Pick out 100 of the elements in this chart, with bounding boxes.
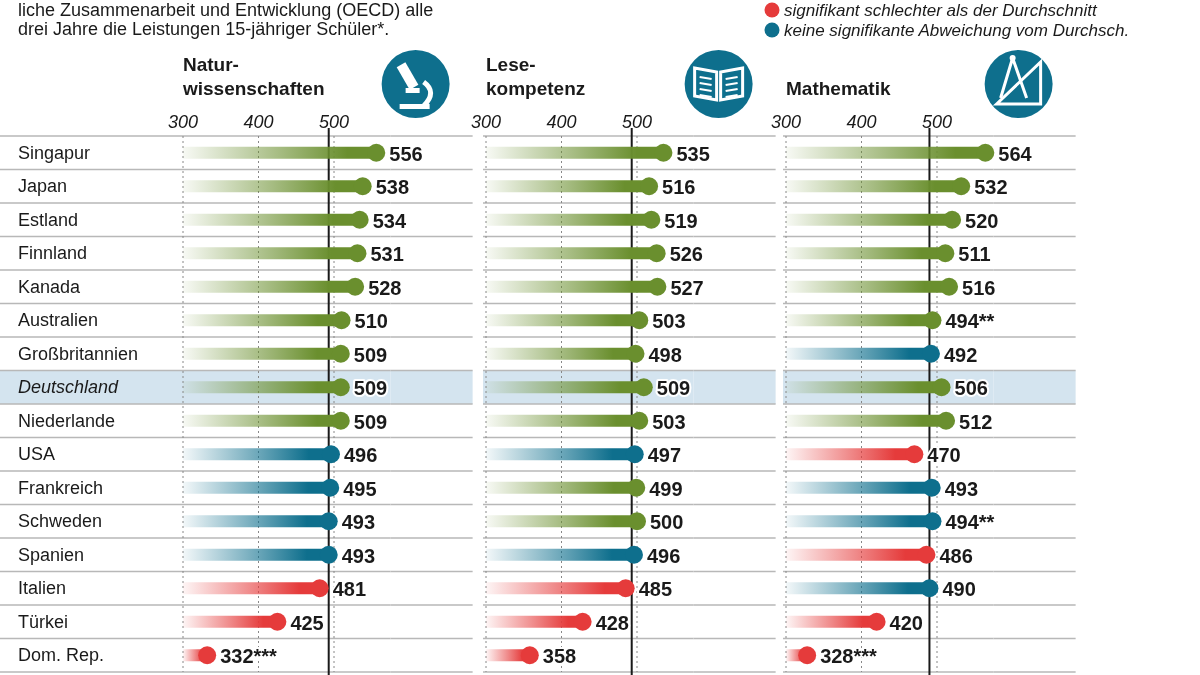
point [331, 411, 350, 430]
data-label: 519 [664, 209, 698, 232]
point [626, 344, 645, 363]
x-tick-label: 500 [621, 112, 653, 132]
x-tick-label: 500 [921, 112, 953, 132]
data-label: 492 [943, 343, 978, 366]
y-tick-label: Singapur [18, 142, 91, 163]
data-label: 509 [353, 377, 388, 400]
data-label: 509 [353, 410, 388, 433]
data-label: 535 [676, 142, 710, 165]
point [616, 579, 635, 598]
point [630, 411, 649, 430]
chart-title: Natur- wissenschaften [182, 54, 325, 99]
data-label: 512 [959, 410, 993, 433]
data-label: 506 [954, 377, 988, 400]
data-label: 516 [962, 276, 996, 299]
y-tick-label: Australien [18, 310, 99, 331]
data-label: 358 [542, 645, 577, 668]
legend-label: signifikant schlechter als der Durchschnitt [784, 1, 1099, 20]
point [350, 210, 369, 229]
point [952, 177, 971, 196]
data-label: 495 [343, 477, 377, 500]
y-tick-label: Türkei [18, 611, 69, 632]
point [321, 478, 340, 497]
point [627, 478, 646, 497]
data-label: 490 [942, 578, 976, 601]
data-label: 556 [389, 142, 423, 165]
text: drei Jahre die Leistungen 15-jähriger Schüler*. [18, 19, 390, 39]
point [920, 579, 939, 598]
y-tick-label: Spanien [18, 544, 85, 565]
y-tick-label: Schweden [18, 511, 103, 532]
data-label: 494** [945, 310, 995, 333]
point [628, 512, 646, 531]
point [268, 612, 287, 631]
data-label: 496 [646, 544, 681, 567]
data-label: 500 [650, 511, 684, 534]
point [940, 277, 959, 296]
point [923, 311, 942, 330]
point [310, 579, 329, 598]
chart-title: Lese- kompetenz [486, 54, 586, 99]
point [353, 177, 372, 196]
data-label: 520 [965, 209, 999, 232]
data-label: 509 [353, 343, 388, 366]
x-tick-label: 300 [470, 112, 502, 132]
y-tick-label: Deutschland [18, 377, 120, 398]
data-label: 493 [341, 511, 376, 534]
x-tick-label: 400 [546, 112, 577, 132]
data-label: 510 [354, 310, 388, 333]
data-label: 532 [974, 176, 1008, 199]
data-label: 493 [944, 477, 979, 500]
data-label: 328*** [820, 645, 878, 668]
x-tick-label: 500 [318, 112, 350, 132]
y-tick-label: Frankreich [18, 477, 104, 498]
data-label: 526 [669, 243, 704, 266]
data-label: 485 [638, 578, 673, 601]
data-label: 494** [945, 511, 995, 534]
y-tick-label: Italien [18, 578, 67, 599]
y-tick-label: Dom. Rep. [18, 645, 105, 666]
point [640, 177, 659, 196]
point [917, 545, 936, 564]
point [922, 478, 941, 497]
y-tick-label: USA [18, 444, 56, 465]
point [573, 612, 592, 631]
y-tick-label: Estland [18, 209, 79, 230]
point [648, 277, 667, 296]
point [905, 445, 924, 464]
x-tick-label: 300 [167, 112, 199, 132]
data-label: 531 [370, 243, 404, 266]
point [520, 646, 539, 665]
point [932, 378, 951, 397]
data-label: 528 [368, 276, 402, 299]
point [937, 411, 956, 430]
data-label: 527 [670, 276, 704, 299]
data-label: 516 [662, 176, 696, 199]
y-tick-label: Finnland [18, 243, 88, 264]
data-label: 497 [647, 444, 682, 467]
point [348, 244, 367, 263]
x-tick-label: 300 [770, 112, 802, 132]
point [976, 143, 995, 162]
y-tick-label: Japan [18, 176, 68, 197]
point [319, 545, 338, 564]
point [798, 646, 817, 665]
data-label: 425 [290, 611, 324, 634]
point [936, 244, 955, 263]
data-label: 493 [341, 544, 376, 567]
point [642, 210, 661, 229]
data-label: 534 [372, 209, 407, 232]
data-label: 420 [889, 611, 923, 634]
text: liche Zusammenarbeit und Entwicklung (OECD) alle [18, 0, 434, 20]
point [198, 646, 217, 665]
data-label: 503 [652, 410, 686, 433]
point [346, 277, 365, 296]
legend-label: keine signifikante Abweichung vom Durchsch. [784, 21, 1130, 40]
x-tick-label: 400 [846, 112, 877, 132]
point [654, 143, 673, 162]
point [923, 512, 942, 531]
point [867, 612, 886, 631]
point [367, 143, 386, 162]
data-label: 496 [343, 444, 378, 467]
point [630, 311, 649, 330]
